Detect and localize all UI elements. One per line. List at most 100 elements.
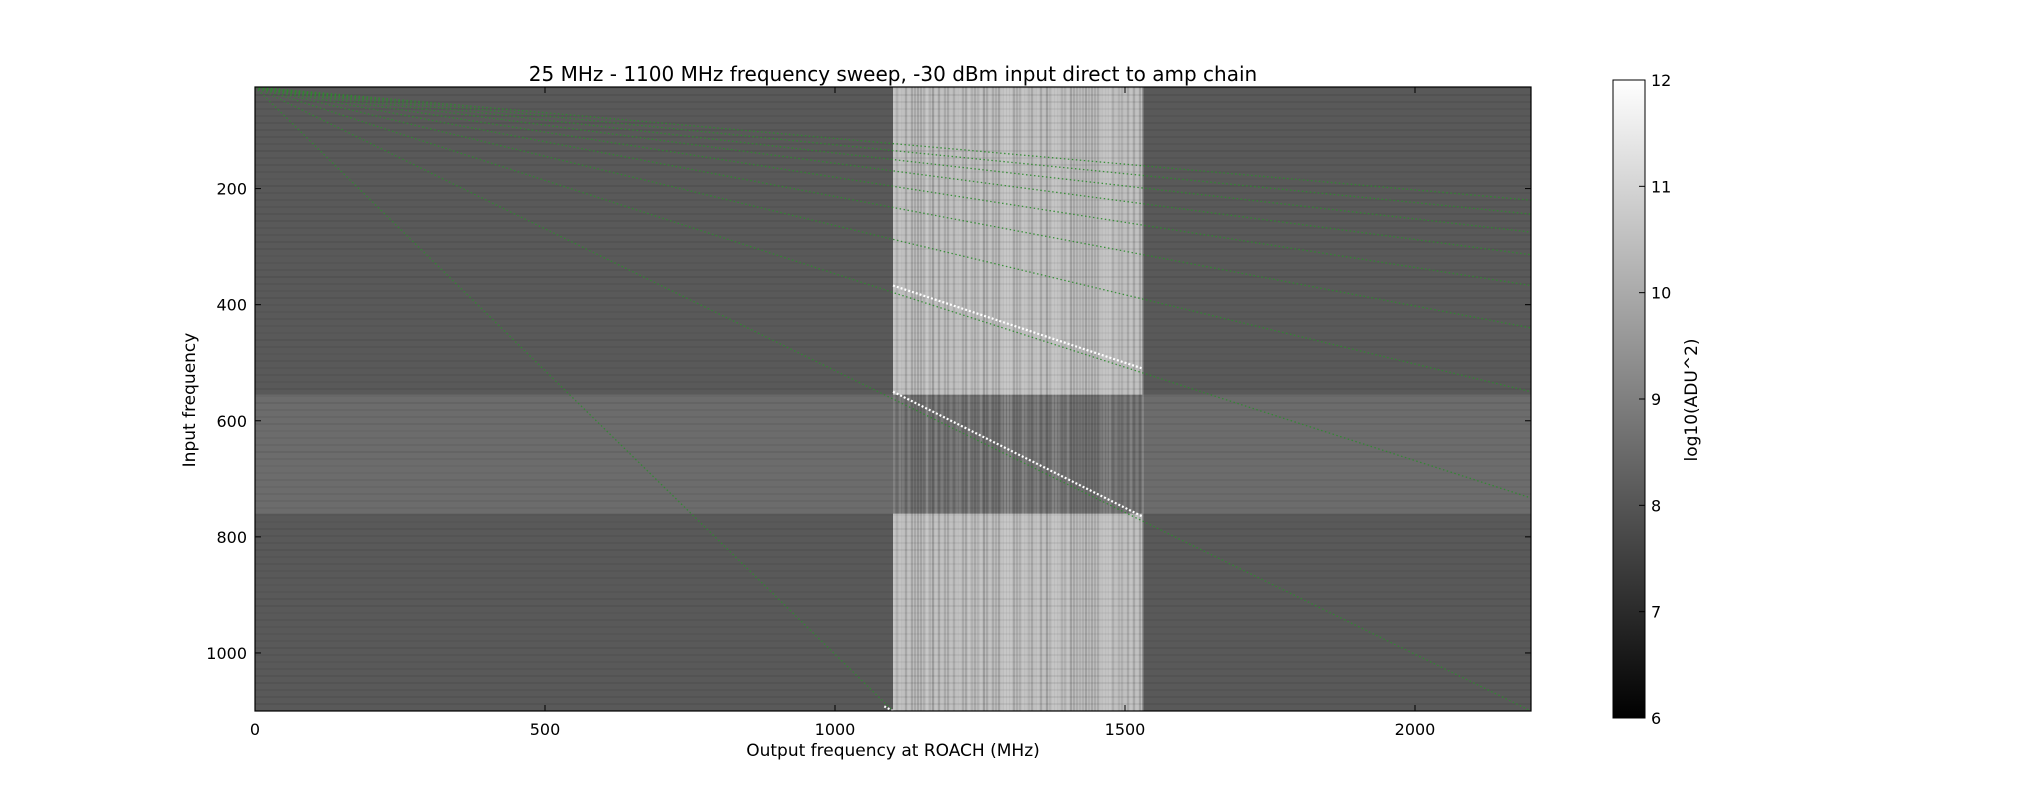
band-line bbox=[255, 661, 1531, 663]
band-line bbox=[255, 108, 1531, 110]
band-line bbox=[255, 122, 1531, 124]
model-line-5 bbox=[255, 87, 1531, 329]
streak bbox=[962, 87, 964, 711]
band-line bbox=[255, 339, 1531, 341]
streak bbox=[914, 87, 916, 711]
streak bbox=[956, 87, 958, 711]
band-line bbox=[255, 458, 1531, 460]
streak bbox=[902, 87, 904, 711]
band-line bbox=[255, 311, 1531, 313]
band-line bbox=[255, 437, 1531, 439]
band-line bbox=[255, 178, 1531, 180]
streak bbox=[1028, 87, 1030, 711]
streak bbox=[1085, 87, 1087, 711]
vertical-streaks bbox=[255, 87, 1531, 711]
band-line bbox=[255, 115, 1531, 117]
streak bbox=[1055, 87, 1057, 711]
band-line bbox=[255, 276, 1531, 278]
streak bbox=[896, 87, 898, 711]
streak bbox=[1121, 87, 1123, 711]
model-line-9 bbox=[255, 87, 1531, 215]
streak bbox=[1130, 87, 1132, 711]
streak bbox=[1022, 87, 1024, 711]
band-line bbox=[255, 563, 1531, 565]
band-line bbox=[255, 486, 1531, 488]
x-axis-ticks: 0 500 1000 1500 2000 bbox=[250, 87, 1435, 739]
streak bbox=[920, 87, 922, 711]
streak bbox=[1112, 87, 1114, 711]
model-line-3 bbox=[255, 87, 1531, 499]
band-line bbox=[255, 668, 1531, 670]
y-tick-label: 800 bbox=[216, 528, 247, 547]
streak bbox=[941, 87, 943, 711]
streak bbox=[944, 87, 946, 711]
streak bbox=[1106, 87, 1108, 711]
trace-fundamental bbox=[892, 390, 1143, 518]
band-line bbox=[255, 248, 1531, 250]
streak bbox=[953, 87, 955, 711]
band-line bbox=[255, 500, 1531, 502]
band-line bbox=[255, 269, 1531, 271]
colorbar-tick-label: 12 bbox=[1651, 71, 1671, 90]
band-line bbox=[255, 689, 1531, 691]
streak bbox=[986, 87, 988, 711]
model-line-7 bbox=[255, 87, 1531, 256]
band-line bbox=[255, 507, 1531, 509]
streak bbox=[1064, 87, 1066, 711]
streak bbox=[1133, 87, 1135, 711]
band-line bbox=[255, 381, 1531, 383]
band-line bbox=[255, 591, 1531, 593]
streak bbox=[950, 87, 952, 711]
colorbar-tick-label: 11 bbox=[1651, 177, 1671, 196]
streak bbox=[1043, 87, 1045, 711]
colorbar-tick-label: 7 bbox=[1651, 603, 1661, 622]
streak bbox=[899, 87, 901, 711]
y-tick-label: 1000 bbox=[206, 644, 247, 663]
streak bbox=[929, 87, 931, 711]
colorbar-tick-label: 10 bbox=[1651, 284, 1671, 303]
streak bbox=[1061, 87, 1063, 711]
band-line bbox=[255, 157, 1531, 159]
y-tick-label: 400 bbox=[216, 296, 247, 315]
band-line bbox=[255, 241, 1531, 243]
streak bbox=[1058, 87, 1060, 711]
model-line-4 bbox=[255, 87, 1531, 393]
band-line bbox=[255, 283, 1531, 285]
heatmap-plot bbox=[254, 86, 1532, 712]
streak bbox=[1004, 87, 1006, 711]
band-line bbox=[255, 136, 1531, 138]
band-line bbox=[255, 325, 1531, 327]
streak bbox=[1046, 87, 1048, 711]
streak bbox=[1142, 87, 1144, 711]
x-axis-label: Output frequency at ROACH (MHz) bbox=[746, 741, 1040, 761]
streak bbox=[1139, 87, 1141, 711]
band-line bbox=[255, 374, 1531, 376]
streak bbox=[977, 87, 979, 711]
band-line bbox=[255, 633, 1531, 635]
model-line-2 bbox=[255, 87, 1531, 711]
band-line bbox=[255, 255, 1531, 257]
band-line bbox=[255, 654, 1531, 656]
band-line bbox=[255, 94, 1531, 96]
colorbar-ticks: 6 7 8 9 10 11 12 bbox=[1639, 71, 1671, 728]
band-line bbox=[255, 619, 1531, 621]
band-line bbox=[255, 346, 1531, 348]
streak bbox=[926, 87, 928, 711]
streak bbox=[1037, 87, 1039, 711]
band-line bbox=[255, 395, 1531, 397]
band-line bbox=[255, 479, 1531, 481]
band-line bbox=[255, 612, 1531, 614]
band-line bbox=[255, 675, 1531, 677]
streak bbox=[1031, 87, 1033, 711]
x-tick-label: 500 bbox=[530, 720, 561, 739]
band-line bbox=[255, 101, 1531, 103]
model-lines bbox=[255, 87, 1531, 711]
band-line bbox=[255, 472, 1531, 474]
streak bbox=[1013, 87, 1015, 711]
colorbar: 6 7 8 9 10 11 12 log10(ADU^2) bbox=[1612, 71, 1702, 728]
band-line bbox=[255, 171, 1531, 173]
band-line bbox=[255, 360, 1531, 362]
streak bbox=[968, 87, 970, 711]
streak bbox=[1034, 87, 1036, 711]
